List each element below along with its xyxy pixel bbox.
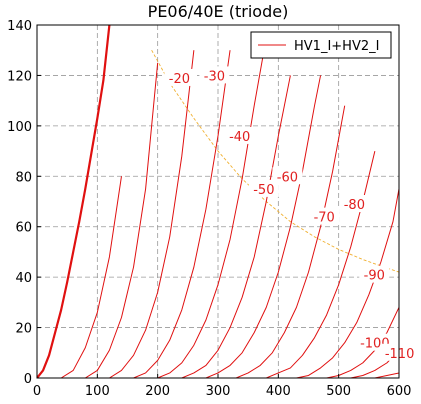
curve-label: -110 [385,347,415,362]
grid [37,25,399,378]
load-line [151,49,399,273]
x-tick-label: 200 [145,384,170,399]
axis-ticks: 0 100 200 300 400 500 600 0 20 40 60 80 100 120 140 [7,19,411,399]
curve-label: -40 [229,130,250,145]
y-tick-label: 120 [7,69,32,84]
y-tick-label: 20 [15,322,32,337]
curve-label: -20 [169,72,190,87]
plate-curve [205,75,322,378]
curve-label-bg [248,179,279,197]
curve-label: -60 [277,170,298,185]
legend: HV1_I+HV2_I [250,31,392,59]
curve-label-bg [309,207,340,225]
plate-curve [37,25,111,378]
x-tick-label: 400 [266,384,291,399]
legend-label: HV1_I+HV2_I [294,39,379,54]
y-tick-label: 0 [24,372,32,387]
plate-curve [85,62,159,378]
y-tick-label: 40 [15,271,32,286]
curve-label: -90 [364,269,385,284]
plate-curve [266,150,376,378]
curve-label: -70 [314,211,335,226]
y-tick-label: 140 [7,19,32,34]
x-tick-label: 500 [326,384,351,399]
chart-title: PE06/40E (triode) [148,2,289,21]
plate-curve [235,105,346,378]
plate-curve [374,372,399,378]
x-tick-label: 300 [206,384,231,399]
plate-curve [133,50,231,378]
x-tick-label: 100 [85,384,110,399]
curve-label: -30 [204,69,225,84]
x-tick-label: 0 [33,384,41,399]
curve-label-bg [164,68,195,86]
curve-label: -50 [253,183,274,198]
plate-curve [296,188,399,378]
curve-labels: -20 -30-40-50-60-70-80-90-100-110 [164,66,419,362]
y-tick-label: 60 [15,221,32,236]
curve-label-bg [359,265,390,283]
y-tick-label: 80 [15,170,32,185]
curve-label-bg [199,66,230,84]
curve-label-bg [339,195,370,213]
x-tick-label: 600 [387,384,412,399]
plate-curve [109,50,195,378]
curve-label: -80 [344,198,365,213]
plate-curve [60,176,122,378]
curve-label-bg [224,126,255,144]
y-tick-label: 100 [7,120,32,135]
curve-label-bg [272,167,303,185]
plate-curve [181,75,291,378]
curve-label-bg [380,343,419,361]
